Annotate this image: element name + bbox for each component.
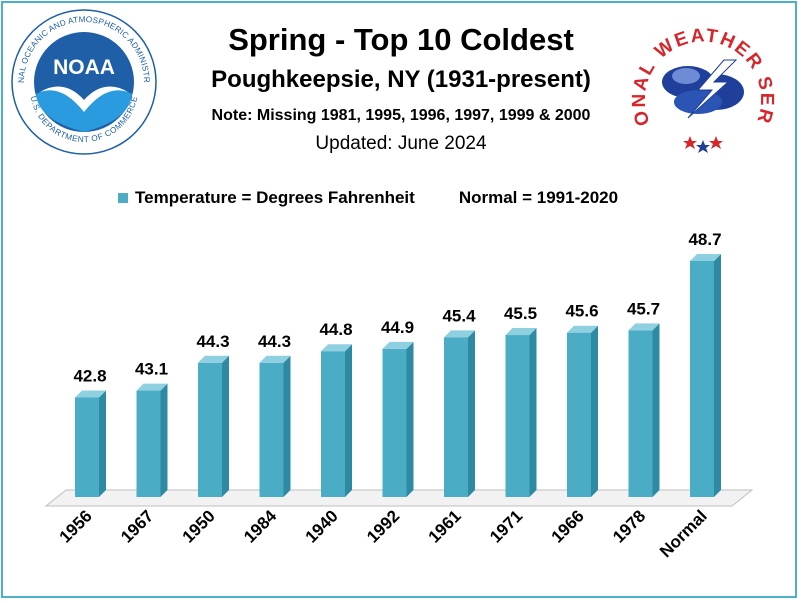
bar <box>382 348 407 497</box>
data-label: 43.1 <box>135 360 168 379</box>
bar-top <box>690 254 721 261</box>
bar-side <box>283 355 291 497</box>
bar-side <box>714 254 721 497</box>
nws-logo: NATIONAL WEATHER SERVICE <box>628 10 775 153</box>
missing-years-note: Note: Missing 1981, 1995, 1996, 1997, 19… <box>211 107 591 124</box>
data-label: 44.3 <box>196 332 229 351</box>
bar <box>505 335 530 497</box>
bar <box>321 351 345 497</box>
x-tick-label: Normal <box>656 506 711 561</box>
bar-top <box>75 390 106 398</box>
data-label: 48.7 <box>688 230 721 249</box>
data-label: 45.5 <box>504 304 537 323</box>
bar-side <box>99 390 106 497</box>
data-label: 45.6 <box>565 302 598 321</box>
bar-top <box>136 383 168 391</box>
noaa-logo: NATIONAL OCEANIC AND ATMOSPHERIC ADMINIS… <box>10 8 157 155</box>
bar-side <box>406 341 414 497</box>
legend-normal-label: Normal = 1991-2020 <box>458 188 619 207</box>
bar-top <box>382 341 414 349</box>
noaa-center-text: NOAA <box>53 56 115 79</box>
bar-side <box>652 323 660 497</box>
chart-title: Spring - Top 10 Coldest <box>228 22 574 57</box>
x-tick-label: 1956 <box>56 506 96 546</box>
data-label: 45.4 <box>442 306 476 325</box>
x-tick-label: 1978 <box>609 506 649 546</box>
bar <box>75 397 99 497</box>
bar <box>444 337 468 497</box>
bar-top <box>259 355 291 363</box>
bar <box>567 332 591 497</box>
bar-top <box>198 355 229 363</box>
data-label: 44.8 <box>319 320 352 339</box>
bar-top <box>628 323 660 331</box>
bar-top <box>444 330 475 338</box>
bar <box>198 362 222 497</box>
legend-series-label: Temperature = Degrees Fahrenheit <box>135 188 415 207</box>
x-tick-label: 1950 <box>179 506 219 546</box>
legend: Temperature = Degrees Fahrenheit Normal … <box>118 188 618 208</box>
data-label: 45.7 <box>627 299 660 318</box>
bar-side <box>222 355 229 497</box>
bar-side <box>591 325 598 497</box>
x-tick-label: 1992 <box>363 506 403 546</box>
bar-top <box>567 325 598 333</box>
bar-side <box>345 344 352 497</box>
data-label: 44.3 <box>258 332 291 351</box>
x-tick-label: 1961 <box>425 506 465 546</box>
bar-side <box>529 328 537 497</box>
x-tick-label: 1984 <box>240 506 281 547</box>
bar-side <box>468 330 475 497</box>
bar <box>136 390 161 497</box>
bar-top <box>505 328 537 336</box>
x-tick-label: 1966 <box>548 506 588 546</box>
bar <box>628 330 653 497</box>
bar-top <box>321 344 352 352</box>
x-tick-label: 1971 <box>486 506 526 546</box>
chart-subtitle: Poughkeepsie, NY (1931-present) <box>211 66 591 93</box>
data-label: 42.8 <box>73 367 106 386</box>
bar <box>259 362 284 497</box>
bar-side <box>160 383 168 497</box>
legend-swatch <box>118 193 128 203</box>
data-label: 44.9 <box>381 318 414 337</box>
updated-date: Updated: June 2024 <box>315 133 487 154</box>
bar <box>690 261 714 497</box>
x-tick-label: 1940 <box>302 506 342 546</box>
x-tick-label: 1967 <box>117 506 157 546</box>
